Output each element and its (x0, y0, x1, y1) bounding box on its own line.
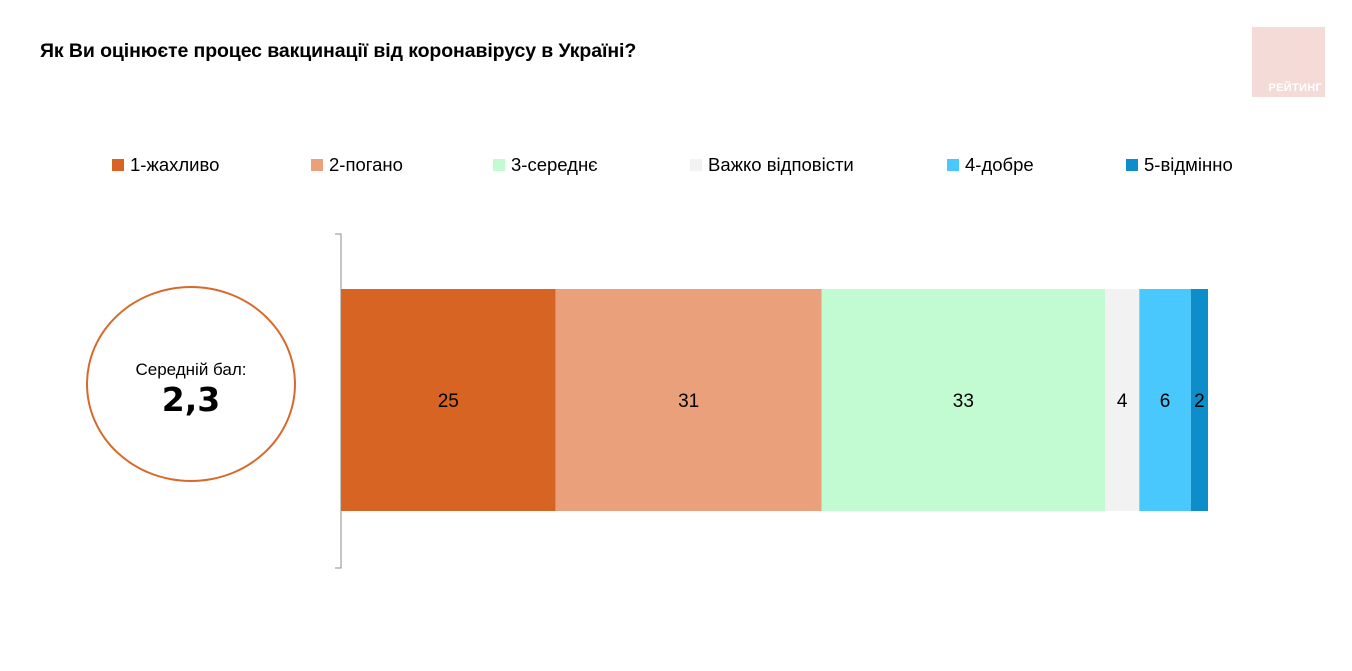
legend-swatch (1126, 159, 1138, 171)
data-label-5: 6 (1160, 391, 1171, 412)
bar-segment-1 (341, 289, 556, 511)
category-axis (335, 233, 342, 569)
legend-swatch (493, 159, 505, 171)
data-label-6: 2 (1194, 391, 1205, 412)
chart-title: Як Ви оцінюєте процес вакцинації від кор… (40, 40, 637, 62)
legend-swatch (690, 159, 702, 171)
bar-segment-3 (821, 289, 1105, 511)
legend-label: Важко відповісти (708, 154, 854, 175)
legend-item-6: 5-відмінно (1126, 154, 1233, 176)
average-score-label: Середній бал: (135, 360, 247, 379)
bar-segment-4 (1104, 289, 1140, 511)
data-label-4: 4 (1117, 391, 1128, 412)
bar-segment-6 (1190, 289, 1208, 511)
legend-label: 5-відмінно (1144, 154, 1233, 175)
logo-text: РЕЙТИНГ (1268, 82, 1322, 94)
legend-item-3: 3-середнє (493, 154, 598, 176)
legend-label: 3-середнє (511, 154, 598, 175)
legend-item-1: 1-жахливо (112, 154, 219, 176)
legend-item-4: Важко відповісти (690, 154, 854, 176)
legend-label: 1-жахливо (130, 154, 220, 175)
data-label-3: 33 (953, 391, 974, 412)
average-score-value: 2,3 (161, 380, 221, 419)
legend-item-2: 2-погано (311, 154, 403, 176)
data-label-1: 25 (438, 391, 459, 412)
legend-item-5: 4-добре (947, 154, 1034, 176)
bar-segment-2 (555, 289, 822, 511)
legend-label: 2-погано (329, 154, 403, 175)
legend-swatch (947, 159, 959, 171)
rating-logo: РЕЙТИНГ (1252, 27, 1325, 97)
legend-label: 4-добре (965, 154, 1034, 175)
average-score-circle: Середній бал: 2,3 (86, 286, 296, 482)
bar-segment-5 (1139, 289, 1191, 511)
data-label-2: 31 (678, 391, 699, 412)
legend-swatch (311, 159, 323, 171)
legend-swatch (112, 159, 124, 171)
